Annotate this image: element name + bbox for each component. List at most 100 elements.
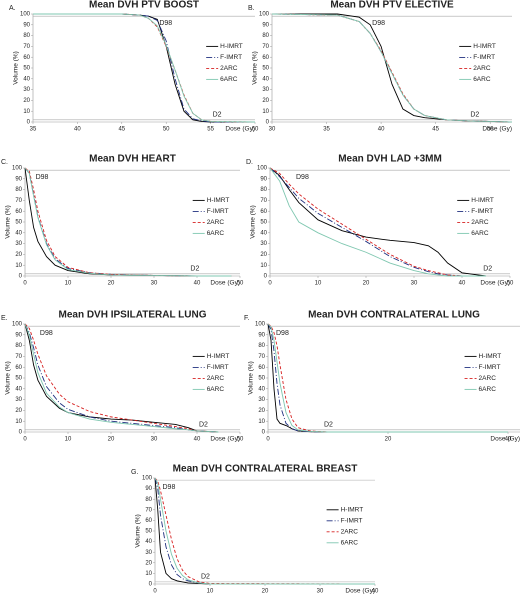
y-tick-label: 0 bbox=[19, 430, 23, 436]
y-tick-label: 30 bbox=[258, 397, 265, 403]
y-tick-label: 50 bbox=[15, 220, 22, 226]
x-tick-label: 55 bbox=[207, 127, 214, 133]
x-tick-label: 10 bbox=[207, 589, 214, 595]
legend-label: F-IMRT bbox=[341, 518, 363, 525]
y-tick-label: 90 bbox=[262, 22, 269, 28]
y-tick-label: 30 bbox=[260, 241, 267, 247]
annotation: D98 bbox=[36, 174, 49, 181]
chart-title: Mean DVH CONTRALATERAL BREAST bbox=[173, 464, 358, 475]
x-tick-label: 40 bbox=[378, 127, 385, 133]
annotation: D2 bbox=[201, 574, 210, 581]
x-tick-label: 0 bbox=[23, 437, 27, 443]
y-tick-label: 100 bbox=[12, 322, 23, 328]
x-tick-label: 50 bbox=[237, 437, 244, 443]
y-tick-label: 10 bbox=[258, 419, 265, 425]
legend-label: H-IMRT bbox=[341, 507, 364, 514]
y-tick-label: 80 bbox=[262, 33, 269, 39]
y-tick-label: 10 bbox=[260, 263, 267, 269]
series-line bbox=[24, 323, 219, 433]
y-tick-label: 90 bbox=[15, 332, 22, 338]
annotation: D2 bbox=[213, 112, 222, 119]
y-tick-label: 60 bbox=[15, 209, 22, 215]
annotation: D2 bbox=[483, 266, 492, 273]
series-line bbox=[24, 323, 219, 433]
y-tick-label: 30 bbox=[262, 87, 269, 93]
chart-title: Mean DVH PTV ELECTIVE bbox=[330, 0, 454, 11]
y-tick-label: 20 bbox=[262, 98, 269, 104]
y-tick-label: 70 bbox=[258, 354, 265, 360]
series-line bbox=[269, 167, 486, 277]
series-line bbox=[271, 13, 513, 123]
legend-label: H-IMRT bbox=[220, 43, 243, 50]
series-line bbox=[269, 167, 486, 277]
y-tick-label: 10 bbox=[23, 109, 30, 115]
chart-title: Mean DVH IPSILATERAL LUNG bbox=[59, 310, 207, 321]
y-tick-label: 40 bbox=[15, 386, 22, 392]
x-tick-label: 20 bbox=[363, 281, 370, 287]
y-tick-label: 30 bbox=[23, 87, 30, 93]
x-tick-label: 40 bbox=[74, 127, 81, 133]
panel: C. Mean DVH HEART 0 10 20 30 40 50 60 70 80 90 100 0 1… bbox=[1, 154, 244, 287]
y-tick-label: 90 bbox=[23, 22, 30, 28]
legend-label: 2ARC bbox=[479, 375, 497, 382]
x-tick-label: 40 bbox=[372, 589, 379, 595]
x-tick-label: 20 bbox=[108, 437, 115, 443]
x-tick-label: 35 bbox=[323, 127, 330, 133]
panel-label: F. bbox=[244, 315, 250, 322]
y-tick-label: 70 bbox=[15, 354, 22, 360]
y-tick-label: 30 bbox=[15, 397, 22, 403]
panel-label: D. bbox=[246, 159, 253, 166]
x-tick-label: 35 bbox=[30, 127, 37, 133]
y-tick-label: 10 bbox=[15, 419, 22, 425]
y-tick-label: 50 bbox=[258, 376, 265, 382]
panel-label: E. bbox=[1, 315, 8, 322]
annotation: D2 bbox=[324, 422, 333, 429]
y-tick-label: 90 bbox=[260, 176, 267, 182]
legend-label: H-IMRT bbox=[471, 197, 494, 204]
y-tick-label: 100 bbox=[257, 166, 268, 172]
y-tick-label: 0 bbox=[19, 274, 23, 280]
legend-label: 6ARC bbox=[207, 230, 225, 237]
chart-title: Mean DVH PTV BOOST bbox=[89, 0, 199, 11]
y-tick-label: 10 bbox=[15, 263, 22, 269]
y-tick-label: 80 bbox=[260, 187, 267, 193]
panel-label: G. bbox=[131, 469, 138, 476]
y-tick-label: 90 bbox=[258, 332, 265, 338]
y-tick-label: 80 bbox=[15, 343, 22, 349]
legend-label: 6ARC bbox=[207, 386, 225, 393]
y-tick-label: 100 bbox=[259, 12, 270, 18]
x-axis-label: Dose (Gy) bbox=[480, 280, 510, 287]
x-tick-label: 50 bbox=[237, 281, 244, 287]
legend-label: F-IMRT bbox=[473, 54, 495, 61]
x-tick-label: 30 bbox=[151, 437, 158, 443]
legend-label: F-IMRT bbox=[207, 364, 229, 371]
legend-label: H-IMRT bbox=[479, 353, 502, 360]
x-tick-label: 40 bbox=[194, 281, 201, 287]
annotation: D2 bbox=[190, 266, 199, 273]
x-tick-label: 20 bbox=[385, 437, 392, 443]
chart-title: Mean DVH CONTRALATERAL LUNG bbox=[308, 310, 480, 321]
x-tick-label: 0 bbox=[268, 281, 272, 287]
panel-label: B. bbox=[248, 5, 255, 12]
y-axis-label: Volume (%) bbox=[252, 51, 259, 85]
y-tick-label: 10 bbox=[262, 109, 269, 115]
y-tick-label: 90 bbox=[15, 176, 22, 182]
x-tick-label: 20 bbox=[262, 589, 269, 595]
legend-label: 2ARC bbox=[471, 219, 489, 226]
y-tick-label: 70 bbox=[260, 198, 267, 204]
chart-title: Mean DVH LAD +3MM bbox=[338, 154, 442, 165]
x-tick-label: 40 bbox=[459, 281, 466, 287]
y-tick-label: 50 bbox=[260, 220, 267, 226]
y-axis-label: Volume (%) bbox=[135, 514, 142, 548]
legend-label: F-IMRT bbox=[207, 208, 229, 215]
series-line bbox=[269, 167, 486, 277]
x-axis-label: Dose (Gy) bbox=[210, 280, 240, 287]
annotation: D98 bbox=[372, 20, 385, 27]
x-tick-label: 50 bbox=[487, 127, 494, 133]
series-line bbox=[154, 477, 375, 585]
legend-label: 2ARC bbox=[207, 219, 225, 226]
y-tick-label: 70 bbox=[23, 44, 30, 50]
y-tick-label: 20 bbox=[15, 252, 22, 258]
y-tick-label: 30 bbox=[15, 241, 22, 247]
